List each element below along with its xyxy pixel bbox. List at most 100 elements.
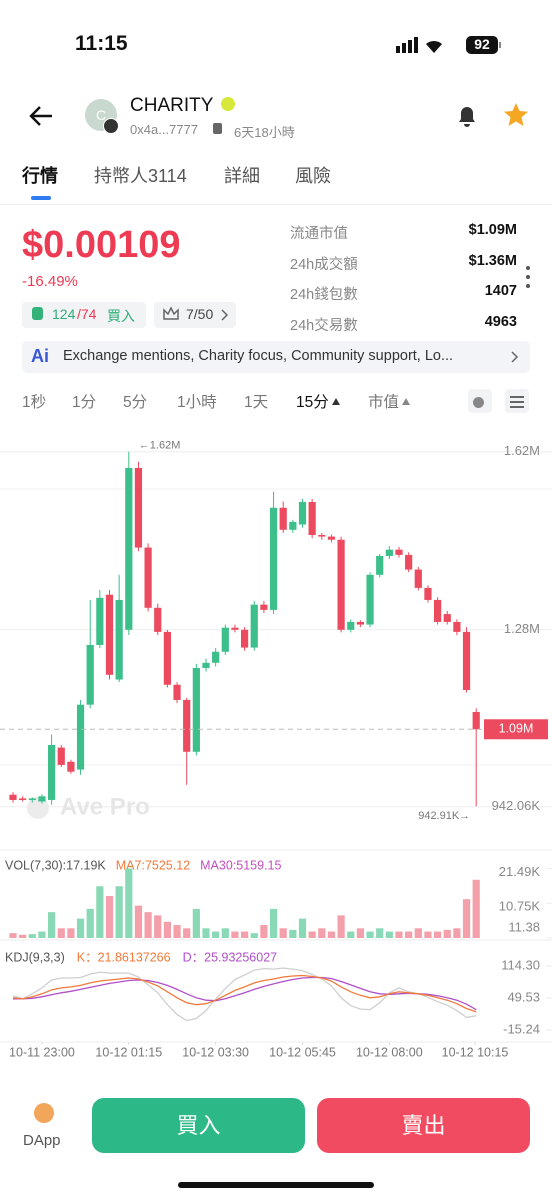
volume-bar	[134, 905, 143, 938]
volume-bar	[414, 928, 422, 938]
candle-body	[163, 631, 171, 685]
interval-option[interactable]: 15分	[296, 394, 329, 411]
candle-body	[327, 536, 336, 540]
candle-body	[298, 502, 307, 525]
volume-bar	[105, 895, 114, 938]
candle-body	[221, 627, 229, 652]
candle-body	[462, 631, 471, 691]
candle-body	[144, 547, 152, 608]
candle-body	[318, 535, 326, 537]
candle-body	[366, 574, 374, 625]
token-age: 6天18小時	[234, 125, 295, 140]
price-change: -16.49%	[22, 273, 78, 290]
candle-body	[154, 607, 162, 632]
candle-body	[241, 629, 249, 648]
candle-body	[28, 798, 36, 800]
candle-body	[472, 711, 480, 730]
rank: 7/50	[186, 306, 214, 322]
ai-summary: Exchange mentions, Charity focus, Commun…	[63, 348, 454, 364]
ai-icon: Ai	[31, 346, 49, 366]
stat-value: 4963	[484, 313, 517, 330]
candle-body	[173, 684, 181, 700]
y-tick-label: 1.62M	[504, 443, 540, 458]
tab[interactable]: 持幣人3114	[94, 166, 187, 186]
volume-bar	[472, 879, 480, 938]
interval-option[interactable]: 1秒	[22, 394, 47, 411]
tab[interactable]: 風險	[295, 166, 331, 186]
volume-bar	[385, 931, 393, 938]
candle-body	[183, 699, 191, 752]
dropdown-arrow	[332, 398, 340, 405]
volume-bar	[318, 928, 326, 938]
volume-bar	[405, 931, 413, 938]
more-button[interactable]	[524, 264, 532, 290]
copy-icon[interactable]	[213, 123, 222, 134]
interval-option[interactable]: 5分	[123, 394, 148, 411]
y-tick-label: -15.24	[503, 1021, 540, 1036]
candle-body	[105, 594, 114, 675]
candle-body	[347, 621, 355, 630]
status-icons	[396, 36, 501, 54]
kdj-line	[12, 974, 477, 1013]
volume-bar	[38, 931, 46, 938]
interval-option[interactable]: 1小時	[177, 394, 217, 411]
candle-body	[308, 502, 316, 536]
candle-body	[38, 796, 46, 802]
volume-bar	[453, 928, 461, 938]
y-tick-label: 21.49K	[499, 864, 541, 879]
volume-bar	[298, 918, 307, 938]
candle-body	[337, 539, 345, 630]
sell-button[interactable]: 賣出	[317, 1098, 530, 1153]
rank-chip[interactable]	[154, 302, 236, 328]
back-button[interactable]	[28, 104, 54, 128]
candle-body	[76, 704, 85, 770]
candle-body	[434, 599, 442, 622]
buy-button[interactable]: 買入	[92, 1098, 305, 1153]
y-tick-label: 49.53	[507, 989, 540, 1004]
buy-count: 124	[52, 306, 76, 322]
volume-bar	[202, 928, 210, 938]
y-tick-label: 11.38	[508, 919, 540, 934]
watermark: Ave Pro	[60, 793, 150, 820]
x-tick-label: 10-11 23:00	[9, 1045, 75, 1059]
candle-body	[125, 467, 133, 630]
volume-bar	[260, 925, 268, 938]
alert-button[interactable]	[453, 101, 481, 129]
bag-icon	[32, 307, 43, 320]
settings-button[interactable]	[505, 389, 529, 413]
volume-bar	[308, 931, 316, 938]
candle-body	[48, 744, 56, 800]
tab[interactable]: 行情	[22, 166, 58, 186]
ai-summary-bar[interactable]	[22, 341, 530, 373]
chain-badge	[103, 118, 119, 134]
candle-body	[67, 761, 75, 772]
interval-option[interactable]: 1天	[244, 394, 269, 411]
candle-body	[115, 599, 123, 680]
dapp-label[interactable]: DApp	[23, 1132, 61, 1149]
buy-label: 買入	[107, 308, 135, 324]
candle-body	[250, 604, 258, 648]
volume-bar	[434, 931, 442, 938]
candle-body	[96, 597, 104, 645]
volume-bar	[289, 929, 297, 938]
indicator-button[interactable]	[468, 389, 492, 413]
candle-body	[192, 668, 200, 752]
volume-bar	[241, 931, 249, 938]
volume-bar	[57, 928, 65, 938]
candle-body	[57, 747, 65, 765]
legend-text: MA30:5159.15	[200, 858, 281, 872]
interval-option[interactable]: 市值	[368, 394, 400, 411]
volume-bar	[192, 908, 200, 938]
favorite-button[interactable]	[502, 101, 530, 129]
candle-body	[279, 507, 287, 530]
dapp-icon[interactable]	[34, 1103, 54, 1123]
legend-text: VOL(7,30):17.19K	[5, 858, 106, 872]
x-tick-label: 10-12 03:30	[182, 1045, 249, 1059]
min-annotation: 942.91K→	[418, 810, 470, 822]
volume-bar	[376, 928, 384, 938]
interval-option[interactable]: 1分	[72, 394, 97, 411]
price: $0.00109	[22, 224, 181, 266]
candle-body	[395, 549, 403, 555]
tab[interactable]: 詳細	[224, 166, 260, 186]
